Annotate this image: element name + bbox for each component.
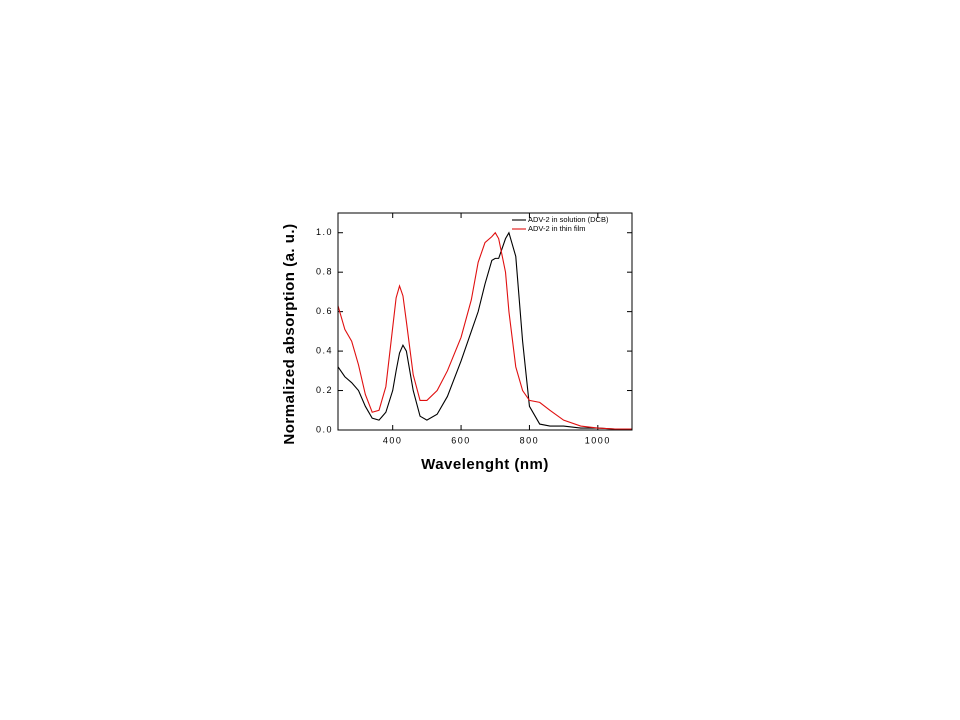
y-tick-label: 0.2	[316, 385, 333, 395]
legend-label: ADV-2 in thin film	[528, 224, 586, 233]
x-axis-title: Wavelenght (nm)	[421, 456, 549, 473]
y-axis-title: Normalized absorption (a. u.)	[281, 223, 298, 444]
data-line	[337, 231, 633, 431]
x-tick-label: 600	[451, 435, 471, 445]
y-tick-label: 1.0	[316, 227, 333, 237]
data-line	[337, 231, 632, 430]
x-tick-label: 400	[383, 435, 403, 445]
y-tick-label: 0.4	[316, 345, 333, 355]
y-tick-label: 0.8	[316, 267, 333, 277]
plot-frame	[337, 212, 633, 431]
y-tick-label: 0.6	[316, 306, 333, 316]
x-tick-label: 800	[520, 435, 540, 445]
legend-label: ADV-2 in solution (DCB)	[528, 215, 609, 224]
y-tick-label: 0.0	[316, 424, 333, 434]
x-tick-label: 1000	[585, 435, 611, 445]
